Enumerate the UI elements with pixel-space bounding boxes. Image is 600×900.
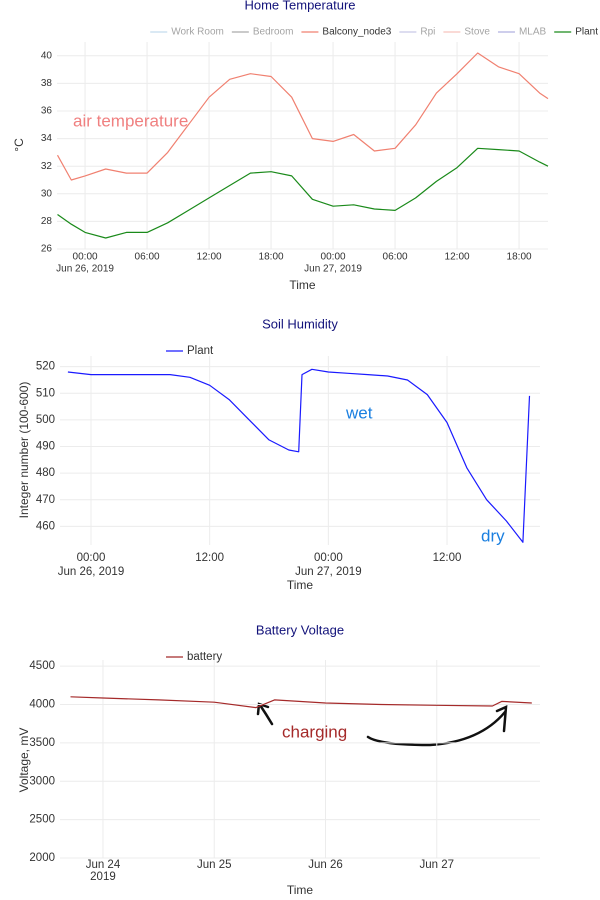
x-tick-label: 00:00 (314, 552, 343, 564)
chart: Home Temperature262830323436384000:00Jun… (12, 0, 598, 292)
x-tick-label: 00:00 (77, 552, 106, 564)
y-tick-label: 28 (41, 216, 53, 227)
x-tick-label: Jun 26, 2019 (58, 566, 125, 578)
chart-title: Battery Voltage (256, 622, 344, 637)
y-tick-label: 500 (36, 414, 55, 426)
x-tick-label: 18:00 (259, 252, 284, 263)
annotation: wet (345, 403, 373, 422)
legend: Work Room Bedroom Balcony_node3 Rpi Stove MLA… (150, 27, 598, 38)
x-tick-label: 12:00 (195, 552, 224, 564)
legend-label: Rpi (420, 27, 435, 38)
x-tick-label: Jun 26, 2019 (56, 264, 114, 275)
y-tick-label: 32 (41, 161, 53, 172)
legend-label: battery (187, 651, 222, 663)
chart-title: Soil Humidity (262, 316, 338, 331)
x-tick-label: 06:00 (383, 252, 408, 263)
x-tick-label: 12:00 (445, 252, 470, 263)
y-tick-label: 4500 (29, 660, 55, 672)
legend-label: Bedroom (253, 27, 294, 38)
y-tick-label: 510 (36, 387, 55, 399)
series-line (67, 368, 531, 543)
x-axis-title: Time (289, 278, 316, 292)
x-tick-label: Jun 27 (420, 859, 455, 871)
charging-arrows (256, 702, 508, 747)
y-tick-label: 4000 (29, 699, 55, 711)
legend-label: Plant (187, 345, 214, 357)
legend: battery (166, 651, 222, 663)
legend: Plant (166, 345, 214, 357)
y-tick-label: 490 (36, 441, 55, 453)
y-tick-label: 520 (36, 361, 55, 373)
y-axis-title: Voltage, mV (17, 728, 31, 793)
x-axis-title: Time (287, 883, 314, 897)
y-tick-label: 38 (41, 78, 53, 89)
y-tick-label: 470 (36, 494, 55, 506)
y-tick-label: 480 (36, 467, 55, 479)
y-tick-label: 26 (41, 244, 53, 255)
chart: Soil Humidity 460 470 480 490 500 510 520 00:00 J… (17, 316, 540, 592)
arrow (258, 703, 274, 726)
x-tick-label: 18:00 (507, 252, 532, 263)
y-tick-label: 2500 (29, 814, 55, 826)
y-axis-title: Integer number (100-600) (17, 382, 31, 519)
legend-label: Balcony_node3 (322, 27, 391, 38)
y-axis-title: °C (12, 138, 26, 152)
legend-label: MLAB (519, 27, 547, 38)
x-tick-label: 2019 (90, 871, 116, 883)
y-tick-label: 460 (36, 520, 55, 532)
y-tick-label: 36 (41, 106, 53, 117)
legend-label: Work Room (171, 27, 224, 38)
x-tick-label: Jun 25 (197, 859, 232, 871)
y-tick-label: 30 (41, 188, 53, 199)
y-tick-label: 40 (41, 50, 53, 61)
annotation: charging (282, 722, 347, 741)
arrow-head (495, 705, 508, 733)
x-tick-label: Jun 27, 2019 (304, 264, 362, 275)
x-tick-label: Jun 26 (308, 859, 343, 871)
series-line (70, 696, 532, 709)
y-tick-label: 3000 (29, 775, 55, 787)
legend-label: Stove (464, 27, 490, 38)
annotation: air temperature (73, 111, 188, 130)
chart-title: Home Temperature (244, 0, 355, 12)
chart: Battery Voltage 2000 2500 3000 3500 4000 4500 J… (17, 622, 540, 897)
x-tick-label: 00:00 (73, 252, 98, 263)
y-tick-label: 34 (41, 133, 53, 144)
x-tick-label: 12:00 (197, 252, 222, 263)
series-line (57, 147, 549, 239)
arrow (366, 710, 507, 747)
arrow-head (256, 702, 270, 716)
legend-label: Plant (575, 27, 598, 38)
series-line (56, 52, 549, 181)
x-tick-label: 12:00 (433, 552, 462, 564)
x-tick-label: 00:00 (321, 252, 346, 263)
annotation: dry (481, 526, 505, 545)
y-tick-label: 2000 (29, 852, 55, 864)
x-axis-title: Time (287, 578, 314, 592)
x-tick-label: Jun 27, 2019 (295, 566, 362, 578)
x-tick-label: 06:00 (135, 252, 160, 263)
y-tick-label: 3500 (29, 737, 55, 749)
x-tick-label: Jun 24 (86, 859, 121, 871)
